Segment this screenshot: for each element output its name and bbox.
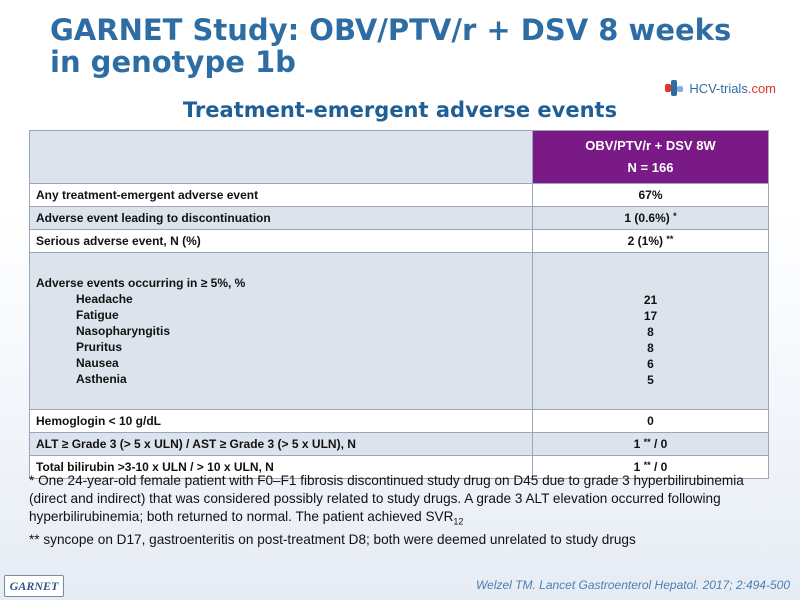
row-value: 1 ** / 0 xyxy=(532,455,769,479)
ae-item-value: 8 xyxy=(647,341,654,355)
table-row: Hemoglogin < 10 g/dL 0 xyxy=(29,409,769,433)
table-heading: Treatment-emergent adverse events xyxy=(182,98,618,122)
row-label: Adverse event leading to discontinuation xyxy=(29,206,533,230)
logo-text-main: HCV-trials xyxy=(689,80,748,96)
row-label: Total bilirubin >3-10 x ULN / > 10 x ULN… xyxy=(29,455,533,479)
ae-item-value: 8 xyxy=(647,325,654,339)
ae-group-cell: Adverse events occurring in ≥ 5%, % Head… xyxy=(29,252,533,410)
group-name: OBV/PTV/r + DSV 8W xyxy=(585,138,716,153)
row-label: Serious adverse event, N (%) xyxy=(29,229,533,253)
row-label: Hemoglogin < 10 g/dL xyxy=(29,409,533,433)
slide-title: GARNET Study: OBV/PTV/r + DSV 8 weeks in… xyxy=(50,13,732,79)
table-row-ae-group: Adverse events occurring in ≥ 5%, % Head… xyxy=(29,252,769,410)
row-value: 0 xyxy=(532,409,769,433)
row-value: 1 (0.6%) * xyxy=(532,206,769,230)
ae-item-value: 5 xyxy=(647,373,654,387)
citation: Welzel TM. Lancet Gastroenterol Hepatol.… xyxy=(476,578,790,592)
table-row: Any treatment-emergent adverse event 67% xyxy=(29,183,769,207)
logo-mark-icon xyxy=(665,80,685,96)
ae-item-value: 17 xyxy=(643,309,658,323)
table-row: Serious adverse event, N (%) 2 (1%) ** xyxy=(29,229,769,253)
ae-values-cell: 21 17 8 8 6 5 xyxy=(532,252,769,410)
logo-text-dom: .com xyxy=(747,80,776,96)
group-n: N = 166 xyxy=(627,160,674,175)
footnote-marker: ** xyxy=(643,437,651,447)
ae-item-value: 6 xyxy=(647,357,654,371)
ae-item-label: Headache xyxy=(76,292,133,306)
header-empty-cell xyxy=(29,130,533,184)
footnote-marker: ** xyxy=(643,460,651,470)
ae-group-label: Adverse events occurring in ≥ 5%, % xyxy=(36,276,246,290)
row-value: 67% xyxy=(532,183,769,207)
garnet-badge: GARNET xyxy=(4,575,64,597)
row-value: 2 (1%) ** xyxy=(532,229,769,253)
table-row: ALT ≥ Grade 3 (> 5 x ULN) / AST ≥ Grade … xyxy=(29,432,769,456)
table-row: Adverse event leading to discontinuation… xyxy=(29,206,769,230)
footnote-marker: ** xyxy=(666,234,674,244)
treatment-group-header: OBV/PTV/r + DSV 8W N = 166 xyxy=(532,130,769,184)
footnote-1: * One 24-year-old female patient with F0… xyxy=(29,473,744,527)
table-row: Total bilirubin >3-10 x ULN / > 10 x ULN… xyxy=(29,455,769,479)
svr-subscript: 12 xyxy=(453,516,464,527)
ae-item-value: 21 xyxy=(643,293,658,307)
adverse-events-table: OBV/PTV/r + DSV 8W N = 166 Any treatment… xyxy=(29,130,769,479)
ae-item-label: Asthenia xyxy=(76,372,127,386)
ae-item-label: Fatigue xyxy=(76,308,119,322)
row-value: 1 ** / 0 xyxy=(532,432,769,456)
table-header-row: OBV/PTV/r + DSV 8W N = 166 xyxy=(29,130,769,184)
hcv-trials-logo: HCV-trials.com xyxy=(665,78,776,98)
footnotes: * One 24-year-old female patient with F0… xyxy=(29,472,774,549)
ae-item-label: Nausea xyxy=(76,356,119,370)
ae-item-label: Pruritus xyxy=(76,340,123,354)
ae-item-label: Nasopharyngitis xyxy=(76,324,171,338)
footnote-marker: * xyxy=(673,211,677,221)
row-label: ALT ≥ Grade 3 (> 5 x ULN) / AST ≥ Grade … xyxy=(29,432,533,456)
row-label: Any treatment-emergent adverse event xyxy=(29,183,533,207)
footnote-2: ** syncope on D17, gastroenteritis on po… xyxy=(29,531,636,547)
